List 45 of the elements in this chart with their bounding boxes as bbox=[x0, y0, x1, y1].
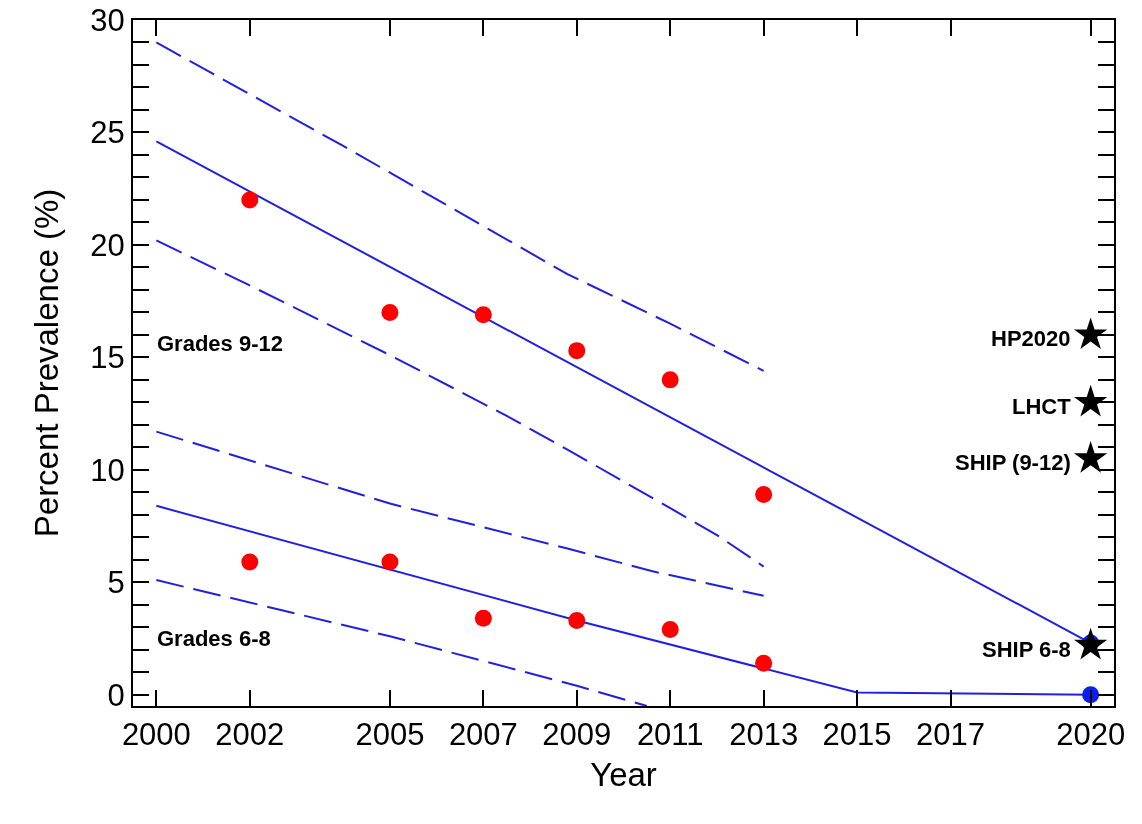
y-tick-label: 10 bbox=[90, 452, 125, 488]
point bbox=[661, 371, 679, 389]
x-tick-label: 2005 bbox=[355, 717, 425, 753]
point bbox=[1074, 627, 1108, 660]
line-series bbox=[155, 579, 648, 706]
legend-label: HP2020 bbox=[991, 326, 1071, 351]
point bbox=[381, 553, 399, 571]
y-axis-title: Percent Prevalence (%) bbox=[27, 188, 65, 538]
x-tick-label: 2011 bbox=[636, 717, 704, 753]
y-tick-label: 20 bbox=[90, 227, 125, 263]
x-tick-label: 2017 bbox=[916, 717, 985, 753]
point bbox=[661, 621, 679, 639]
y-tick-label: 30 bbox=[90, 2, 125, 38]
point bbox=[1074, 384, 1108, 417]
point bbox=[474, 609, 492, 627]
x-tick-label: 2007 bbox=[448, 717, 518, 753]
line-series bbox=[155, 430, 765, 597]
y-tick-label: 25 bbox=[90, 115, 125, 151]
point bbox=[241, 191, 259, 209]
x-tick-label: 2020 bbox=[1056, 717, 1126, 753]
line-series bbox=[155, 41, 765, 372]
x-tick-label: 2015 bbox=[822, 717, 892, 753]
x-tick-label: 2009 bbox=[542, 717, 612, 753]
x-tick-label: 2002 bbox=[215, 717, 285, 753]
x-tick-label: 2013 bbox=[729, 717, 799, 753]
legend-label: LHCT bbox=[1012, 394, 1072, 419]
annotation: Grades 9-12 bbox=[157, 331, 283, 356]
y-tick-label: 5 bbox=[107, 565, 125, 601]
point bbox=[755, 486, 773, 504]
annotation: Grades 6-8 bbox=[157, 626, 271, 651]
x-tick-label: 2000 bbox=[121, 717, 191, 753]
x-axis-title: Year bbox=[590, 756, 657, 794]
legend-label: SHIP 6-8 bbox=[982, 637, 1071, 662]
line-series bbox=[155, 239, 765, 568]
point bbox=[568, 342, 586, 360]
point bbox=[755, 654, 773, 672]
point bbox=[1074, 441, 1108, 473]
point bbox=[241, 553, 259, 571]
legend-label: SHIP (9-12) bbox=[955, 450, 1071, 475]
point bbox=[474, 306, 492, 324]
point bbox=[381, 303, 399, 321]
point bbox=[1074, 317, 1108, 350]
y-tick-label: 15 bbox=[90, 340, 125, 376]
point bbox=[568, 612, 586, 630]
y-tick-label: 0 bbox=[107, 677, 125, 713]
